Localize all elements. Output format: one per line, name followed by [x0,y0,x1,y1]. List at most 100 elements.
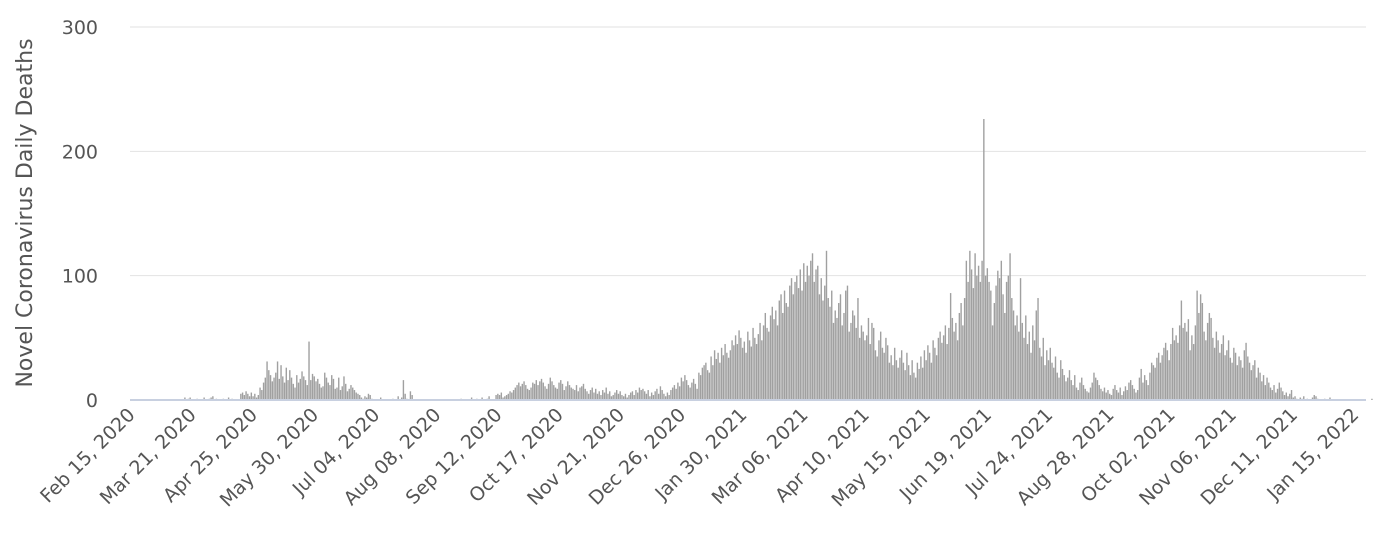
bar [762,325,765,400]
bar [1091,382,1093,400]
bar [810,260,812,400]
bar [609,391,611,400]
bar [645,393,648,400]
bar [906,352,908,400]
bar [708,372,711,400]
bar [1275,392,1277,400]
bar [755,344,758,400]
bar [923,350,926,400]
bar [303,376,305,400]
bar [1175,335,1177,400]
bar [589,390,592,400]
bar [561,383,564,400]
bar [790,278,793,400]
bar [659,386,662,400]
bar [682,381,684,400]
bar [930,362,933,400]
bar [678,386,681,400]
bar [357,393,359,400]
bar [563,390,565,400]
bar [855,327,857,400]
bar [1371,398,1373,400]
bar [350,385,352,400]
bar [972,288,975,400]
bar [262,382,265,400]
bar [369,395,371,400]
bar [984,275,987,400]
bar [670,390,672,400]
bar [804,281,807,400]
bar [967,281,969,400]
bar [778,300,780,400]
bar [824,285,826,400]
bar [1152,365,1155,400]
bar [612,395,614,400]
bar [699,375,702,400]
bar [839,294,842,400]
bar [747,331,749,400]
bar [1287,396,1289,400]
bar [1164,342,1167,400]
bar [210,397,212,400]
bar [1233,347,1235,400]
bar [1114,385,1116,400]
bar [960,303,962,400]
bar [1264,385,1266,400]
bar [1098,385,1100,400]
bar [593,392,595,400]
bar [327,382,329,400]
bar [977,265,980,400]
bar [904,370,906,400]
bar [965,260,968,400]
bar [498,395,501,400]
bar [817,265,819,400]
bar [928,352,931,400]
bar [1124,386,1127,400]
bar [268,370,270,400]
bar [353,390,356,400]
bar [650,392,653,400]
bar [1199,294,1202,400]
bar [775,310,777,400]
bar [1004,312,1006,400]
bar [212,396,214,400]
bar [918,368,920,400]
bar [271,381,274,400]
bar [801,290,803,400]
bar [789,285,791,400]
bar [301,371,303,400]
bar [278,378,280,400]
bar [955,322,957,400]
bar [920,356,922,400]
bar [691,382,693,400]
bar [1303,396,1305,400]
bar [1224,355,1226,400]
bar [666,392,669,400]
bar [409,391,412,400]
bar [1109,393,1111,400]
bar [1002,294,1004,400]
bar [1262,375,1265,400]
bar [1178,325,1181,400]
bar [727,357,730,400]
bar [1226,350,1228,400]
bar [1121,395,1123,400]
bar [885,337,887,400]
bar [909,375,912,400]
bar [521,383,523,400]
bar [254,393,256,400]
bar [1187,319,1190,400]
bar [320,387,322,400]
bar [488,396,490,400]
bar [285,367,287,400]
bar [532,382,534,400]
bar [712,365,714,400]
bar [572,388,574,400]
bar [1079,382,1081,400]
gridlines [130,26,1366,277]
bar [586,391,588,400]
bar [684,375,686,400]
bar [1208,312,1211,400]
